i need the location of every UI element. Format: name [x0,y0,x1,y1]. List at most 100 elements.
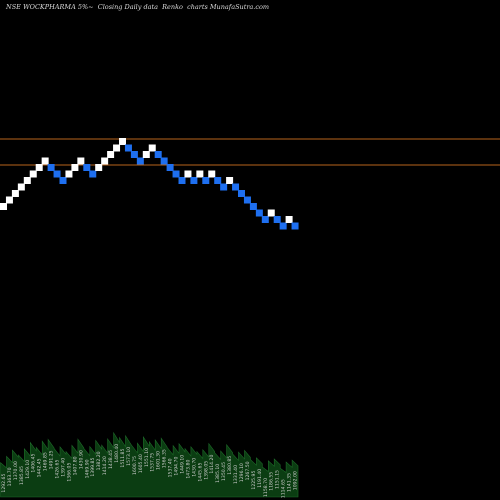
volume-label: 1449.10 [180,455,186,474]
up-brick [107,151,115,158]
down-brick [53,170,61,178]
volume-label: 1370.00 [13,461,19,480]
down-brick [291,222,299,230]
volume-label: 1537.75 [150,453,156,472]
down-brick [160,157,168,165]
down-brick [202,177,210,184]
volume-label: 1331.40 [233,465,239,484]
volume-label: 1429.10 [25,460,31,479]
down-brick [172,170,180,178]
volume-label: 1469.85 [43,452,49,471]
down-brick [238,190,245,197]
up-brick [29,170,37,178]
down-brick [154,151,162,158]
volume-label: 1092.00 [293,471,299,490]
down-brick [214,177,222,184]
volume-label: 1151.15 [275,470,281,489]
volume-label: 1566.35 [162,449,168,468]
up-brick [113,144,121,152]
volume-area [0,431,299,498]
up-brick [101,157,109,165]
volume-label: 1292.65 [1,474,7,493]
up-brick [148,144,156,152]
down-brick [130,151,138,158]
volume-label: 1363.70 [7,467,13,486]
down-brick [166,164,174,171]
up-brick [5,196,13,204]
volume-label: 1406.45 [31,454,37,473]
down-brick [249,203,257,210]
up-brick [142,151,150,158]
up-brick [35,164,43,171]
volume-label: 1397.40 [61,458,67,477]
up-brick [23,177,31,184]
down-brick [89,170,97,178]
volume-label: 1385.85 [19,466,25,485]
volume-label: 1601.30 [156,451,162,470]
up-brick [184,170,192,178]
volume-label: 1158.70 [263,478,269,497]
volume-label: 1430.70 [191,458,197,477]
volume-label: 1469.90 [84,459,90,478]
volume-label: 1605.40 [138,454,144,473]
volume-label: 1494.70 [174,457,180,476]
up-brick [77,157,85,165]
down-brick [232,183,240,191]
volume-label: 1551.10 [144,448,150,467]
up-brick [208,170,216,178]
down-brick [261,216,269,223]
volume-label: 1445.65 [197,463,203,482]
volume-label: 1114.65 [281,479,287,498]
volume-label: 1491.25 [49,450,55,469]
volume-label: 1366.05 [66,463,72,482]
renko-bricks [0,138,299,230]
volume-label: 1511.85 [120,449,126,468]
volume-label: 1186.55 [269,472,275,491]
volume-label: 1191.40 [257,469,263,488]
up-brick [11,190,19,197]
level-lines [0,138,500,166]
down-brick [220,183,228,191]
volume-label: 1350.45 [221,462,227,481]
volume-label: 1407.80 [72,456,78,475]
volume-label: 1414.20 [102,456,108,475]
volume-label: 1399.85 [90,458,96,477]
volume-label: 1426.65 [55,460,61,479]
volume-label: 1267.50 [245,461,251,480]
volume-label: 1385.10 [215,464,221,483]
up-brick [17,183,25,191]
volume-label: 1380.85 [227,456,233,475]
up-brick [119,138,126,145]
volume-label: 1537.40 [168,458,174,477]
volume-label: 1600.75 [132,456,138,475]
volume-label: 1414.20 [209,455,215,474]
up-brick [0,203,7,210]
volume-label: 1398.05 [203,461,209,480]
volume-label: 1473.80 [185,460,191,479]
down-brick [124,144,132,152]
down-brick [255,209,263,217]
down-brick [47,164,55,171]
volume-label: 1438.45 [108,450,114,469]
chart-title: NSE WOCKPHARMA 5%~ Closing Daily data Re… [6,3,270,11]
down-brick [273,216,281,223]
volume-label: 1442.45 [37,458,43,477]
up-brick [226,177,234,184]
volume-label: 1141.35 [287,473,293,492]
up-brick [41,157,49,165]
down-brick [83,164,91,171]
down-brick [178,177,186,184]
up-brick [285,216,293,223]
down-brick [190,177,198,184]
down-brick [243,196,251,204]
up-brick [267,209,275,217]
down-brick [59,177,67,184]
up-brick [65,170,73,178]
volume-label: 1480.40 [114,444,120,463]
volume-label-group: 1292.65 1363.70 1370.00 1385.85 1429.10 1406.… [1,444,299,498]
up-brick [71,164,79,171]
up-brick [196,170,204,178]
down-brick [279,222,287,230]
volume-fill [0,431,299,498]
